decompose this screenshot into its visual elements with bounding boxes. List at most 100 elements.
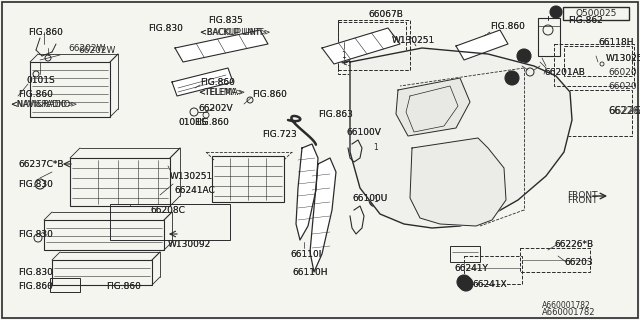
Text: 66203: 66203 (564, 258, 593, 267)
Text: 66110H: 66110H (292, 268, 328, 277)
Bar (554, 44, 634, 86)
Text: 66110H: 66110H (292, 268, 328, 277)
Text: 1: 1 (554, 7, 558, 17)
Text: 0101S: 0101S (26, 76, 55, 85)
Polygon shape (456, 30, 508, 60)
Text: 66237C*B: 66237C*B (18, 160, 63, 169)
Text: 66100V: 66100V (346, 128, 381, 137)
Text: FIG.860: FIG.860 (490, 22, 525, 31)
Text: FIG.830: FIG.830 (148, 24, 183, 33)
Text: FRONT: FRONT (567, 196, 598, 205)
Text: 1: 1 (429, 212, 435, 220)
Text: FIG.835: FIG.835 (208, 16, 243, 25)
Text: FIG.835: FIG.835 (208, 16, 243, 25)
Text: 66241Y: 66241Y (454, 264, 488, 273)
Text: A660001782: A660001782 (542, 308, 595, 317)
Text: 0101S: 0101S (26, 76, 55, 85)
Text: FIG.863: FIG.863 (318, 110, 353, 119)
Text: A660001782: A660001782 (542, 301, 591, 310)
Text: W130251: W130251 (606, 54, 640, 63)
Text: FIG.860: FIG.860 (194, 118, 229, 127)
Polygon shape (322, 28, 400, 64)
Bar (30, 62, 110, 117)
Text: FIG.830: FIG.830 (18, 230, 53, 239)
Polygon shape (350, 48, 572, 228)
Text: 66100V: 66100V (346, 128, 381, 137)
Text: <BACKUP UNIT>: <BACKUP UNIT> (200, 28, 271, 37)
Text: 1: 1 (461, 277, 467, 286)
Text: FIG.862: FIG.862 (568, 16, 603, 25)
Text: 66241X: 66241X (472, 280, 507, 289)
Text: 66226*B: 66226*B (554, 240, 593, 249)
Text: 66241AC: 66241AC (174, 186, 215, 195)
Text: FIG.860: FIG.860 (200, 78, 235, 87)
Text: 66208C: 66208C (150, 206, 185, 215)
Text: FIG.860: FIG.860 (18, 90, 53, 99)
Bar (338, 20, 410, 70)
Text: 66237C*B: 66237C*B (18, 160, 63, 169)
Bar (450, 246, 480, 262)
Text: FIG.860: FIG.860 (18, 282, 53, 291)
Bar (564, 90, 632, 136)
Text: 66202W: 66202W (68, 44, 106, 53)
Text: 66241Y: 66241Y (454, 264, 488, 273)
Text: 66118H: 66118H (598, 38, 634, 47)
Text: 66202W: 66202W (78, 46, 115, 55)
Text: 1: 1 (429, 172, 435, 180)
Circle shape (459, 277, 473, 291)
Bar (520, 248, 590, 272)
Text: FIG.723: FIG.723 (262, 130, 297, 139)
Circle shape (369, 193, 383, 207)
Text: FIG.830: FIG.830 (18, 180, 53, 189)
Bar (70, 158, 170, 206)
Circle shape (457, 275, 471, 289)
Bar (538, 18, 560, 56)
Polygon shape (310, 158, 336, 272)
Bar (44, 220, 164, 250)
Text: FIG.830: FIG.830 (18, 268, 53, 277)
Text: 1: 1 (522, 52, 526, 60)
Text: <BACKUP UNIT>: <BACKUP UNIT> (200, 28, 267, 37)
Text: FIG.860: FIG.860 (18, 282, 53, 291)
Text: 0101S: 0101S (178, 118, 207, 127)
Text: <TELEMA>: <TELEMA> (198, 88, 245, 97)
Text: FIG.860: FIG.860 (106, 282, 141, 291)
Text: 66226A: 66226A (608, 106, 640, 116)
Text: FIG.860: FIG.860 (194, 118, 229, 127)
Text: 66020: 66020 (608, 68, 637, 77)
Circle shape (505, 71, 519, 85)
Text: 66067B: 66067B (368, 10, 403, 19)
Text: FIG.860: FIG.860 (252, 90, 287, 99)
Polygon shape (396, 78, 470, 136)
Bar (52, 260, 152, 285)
Text: 1: 1 (374, 143, 378, 153)
Text: 66208C: 66208C (150, 206, 185, 215)
Text: 66110I: 66110I (290, 250, 321, 259)
Circle shape (369, 141, 383, 155)
Polygon shape (175, 30, 268, 62)
Text: W130251: W130251 (392, 36, 435, 45)
Text: FIG.860: FIG.860 (490, 22, 525, 31)
Polygon shape (172, 68, 233, 96)
Polygon shape (296, 144, 318, 240)
Text: 66241X: 66241X (472, 280, 507, 289)
Text: 66201AB: 66201AB (544, 68, 585, 77)
Text: W130251: W130251 (392, 36, 435, 45)
Text: 66202V: 66202V (198, 104, 232, 113)
Text: FIG.863: FIG.863 (318, 110, 353, 119)
Circle shape (337, 49, 351, 63)
Text: 1: 1 (342, 52, 346, 60)
Text: 66226A: 66226A (608, 106, 640, 116)
Text: FIG.830: FIG.830 (18, 180, 53, 189)
Text: FIG.860: FIG.860 (106, 282, 141, 291)
Text: 66067B: 66067B (368, 10, 403, 19)
Text: 66241AC: 66241AC (174, 186, 215, 195)
Circle shape (425, 169, 439, 183)
Text: <TELEMA>: <TELEMA> (198, 88, 243, 97)
Text: FIG.860: FIG.860 (200, 78, 235, 87)
Circle shape (425, 209, 439, 223)
Text: FIG.830: FIG.830 (148, 24, 183, 33)
Bar (338, 22, 406, 74)
Circle shape (550, 6, 562, 18)
Text: W130092: W130092 (168, 240, 211, 249)
